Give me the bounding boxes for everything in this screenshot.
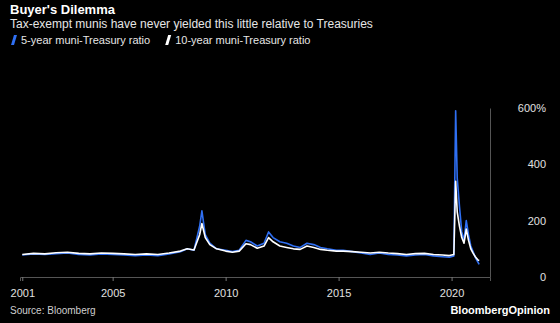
plot-area <box>22 111 479 265</box>
legend-swatch <box>165 35 171 45</box>
background <box>0 0 560 323</box>
y-tick: 0 <box>490 271 546 283</box>
y-tick: 600% <box>490 102 546 114</box>
x-tick: 2015 <box>327 277 351 299</box>
source: Source: Bloomberg <box>10 305 96 316</box>
x-tick-label: 2010 <box>214 287 238 299</box>
chart: Buyer's DilemmaTax-exempt munis have nev… <box>0 0 560 323</box>
x-tick-mark <box>452 277 453 281</box>
y-tick-label: 0 <box>540 271 546 283</box>
y-tick: 200 <box>490 215 546 227</box>
title: Buyer's Dilemma <box>10 2 116 17</box>
x-tick-mark <box>339 277 340 281</box>
subtitle: Tax-exempt munis have never yielded this… <box>10 17 373 31</box>
legend-label: 5-year muni-Treasury ratio <box>21 34 150 46</box>
y-tick-label: 200 <box>528 215 546 227</box>
x-tick-label: 2005 <box>101 287 125 299</box>
logo: BloombergOpinion <box>450 304 550 316</box>
y-axis-line <box>490 109 491 278</box>
x-tick-mark <box>226 277 227 281</box>
x-tick: 2005 <box>101 277 125 299</box>
x-tick-label: 2020 <box>440 287 464 299</box>
legend-label: 10-year muni-Treasury ratio <box>175 34 310 46</box>
x-axis-line <box>21 278 491 282</box>
x-tick-mark <box>113 277 114 281</box>
legend: 5-year muni-Treasury ratio 10-year muni-T… <box>11 34 311 46</box>
legend-swatch <box>11 35 17 45</box>
x-tick-label: 2001 <box>11 287 35 299</box>
y-tick-label: 600% <box>518 102 546 114</box>
x-tick: 2001 <box>11 277 35 299</box>
y-axis: 0 200 400 600% <box>490 102 546 283</box>
x-axis: 2001 2005 2010 2015 2020 <box>11 277 491 299</box>
series-line <box>22 111 479 265</box>
x-tick: 2010 <box>214 277 238 299</box>
x-tick-mark <box>22 277 23 281</box>
x-tick-label: 2015 <box>327 287 351 299</box>
series-line <box>22 181 479 260</box>
x-tick: 2020 <box>440 277 464 299</box>
y-tick-label: 400 <box>528 158 546 170</box>
y-tick: 400 <box>490 158 546 170</box>
